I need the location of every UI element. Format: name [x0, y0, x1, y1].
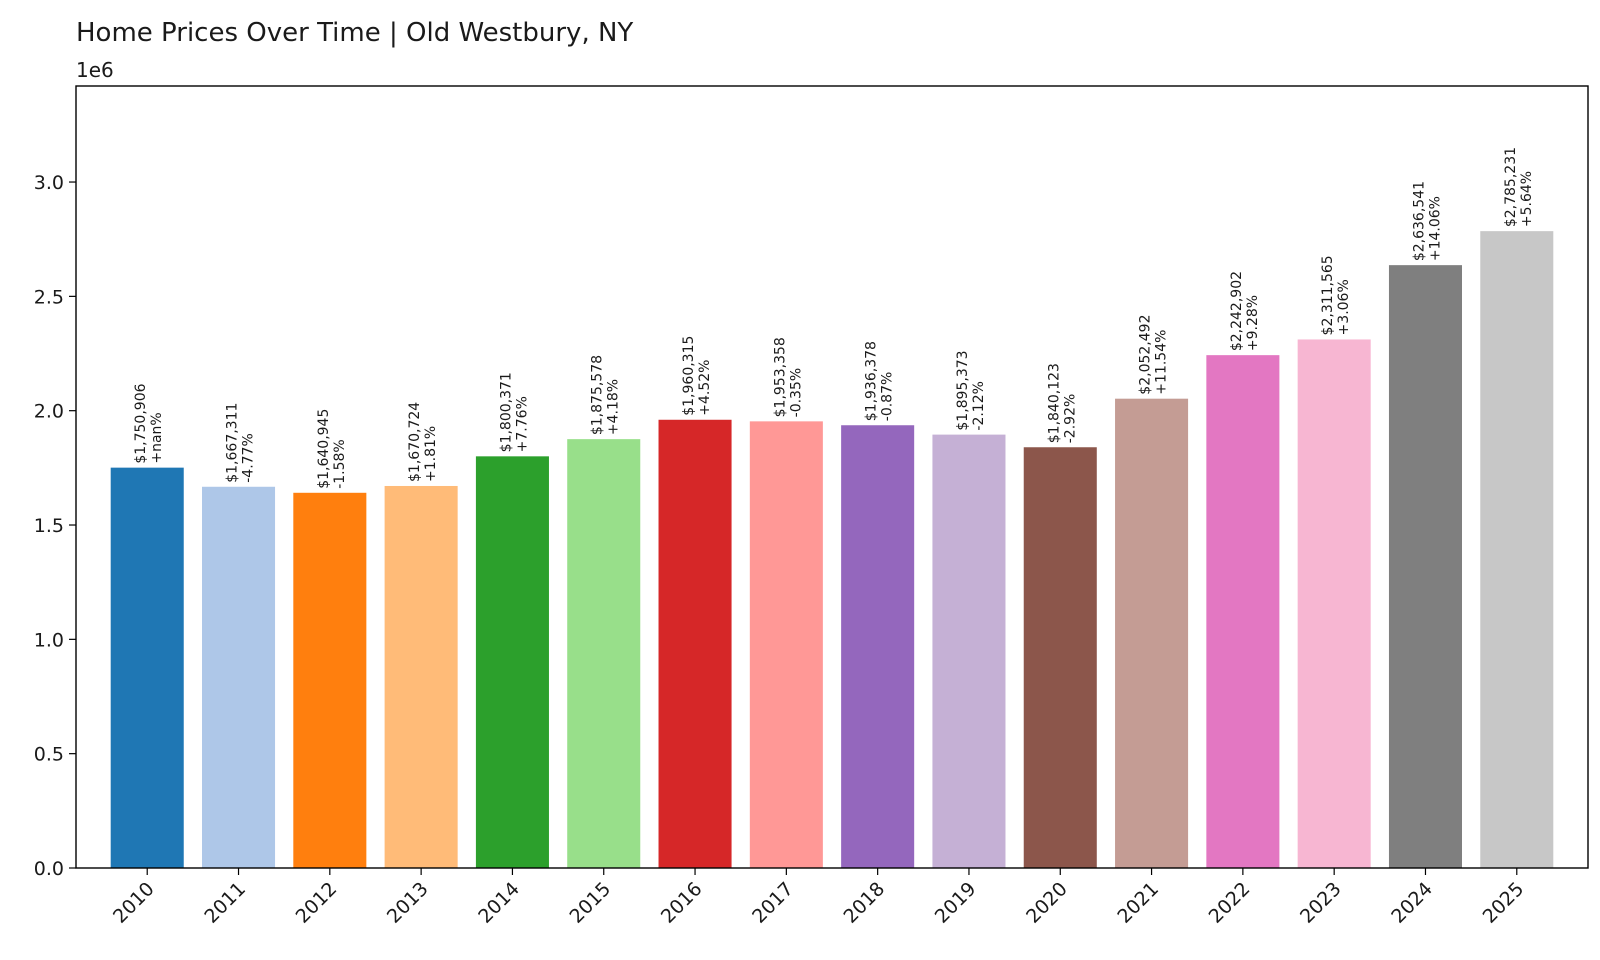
bar-price-label: $2,242,902 — [1229, 271, 1245, 351]
x-tick-label: 2013 — [383, 878, 433, 928]
bar-change-label: +14.06% — [1427, 196, 1443, 261]
x-tick-label: 2014 — [474, 878, 524, 928]
bar-2014 — [475, 456, 549, 868]
y-tick-label: 3.0 — [34, 172, 64, 194]
bar-price-label: $2,311,565 — [1320, 255, 1336, 335]
chart-title: Home Prices Over Time | Old Westbury, NY — [76, 18, 634, 48]
bar-2015 — [567, 439, 641, 868]
bar-2016 — [658, 419, 732, 868]
plot-area-frame — [75, 85, 1589, 869]
bar-price-label: $1,936,378 — [864, 341, 880, 421]
bar-price-label: $1,750,906 — [133, 383, 149, 463]
bar-price-label: $1,840,123 — [1046, 363, 1062, 443]
x-tick-label: 2023 — [1296, 878, 1346, 928]
x-tick-label: 2018 — [839, 878, 889, 928]
y-tick-label: 0.5 — [34, 744, 64, 766]
bar-2025 — [1480, 231, 1554, 869]
bar-price-label: $2,785,231 — [1503, 147, 1519, 227]
bar-change-label: +9.28% — [1245, 295, 1261, 351]
bar-2018 — [841, 425, 915, 868]
bar-change-label: -1.58% — [332, 439, 348, 489]
bar-change-label: +4.18% — [606, 379, 622, 435]
y-tick-label: 2.5 — [34, 286, 64, 308]
bar-2022 — [1206, 355, 1280, 869]
bar-price-label: $1,667,311 — [225, 403, 241, 483]
bar-change-label: +5.64% — [1519, 171, 1535, 227]
bar-2024 — [1388, 265, 1462, 868]
bar-price-label: $1,953,358 — [772, 337, 788, 417]
bar-change-label: -2.12% — [971, 381, 987, 431]
bar-price-label: $1,895,373 — [955, 350, 971, 430]
x-tick-label: 2025 — [1479, 878, 1529, 928]
x-tick-label: 2015 — [566, 878, 616, 928]
bar-change-label: +7.76% — [514, 396, 530, 452]
bar-change-label: -4.77% — [241, 433, 257, 483]
bar-2017 — [749, 421, 823, 868]
x-tick-label: 2012 — [292, 878, 342, 928]
bar-price-label: $2,052,492 — [1138, 315, 1154, 395]
bar-2010 — [110, 467, 184, 868]
bar-price-label: $2,636,541 — [1411, 181, 1427, 261]
bar-2019 — [932, 434, 1006, 868]
x-tick-label: 2020 — [1022, 878, 1072, 928]
bar-change-label: -2.92% — [1062, 394, 1078, 444]
bar-labels-group: $1,750,906 +nan% $1,667,311 -4.77% $1,640,94… — [133, 147, 1535, 489]
bar-price-label: $1,800,371 — [498, 372, 514, 452]
bar-price-label: $1,640,945 — [316, 409, 332, 489]
bar-change-label: -0.87% — [880, 372, 896, 422]
x-tick-label: 2016 — [657, 878, 707, 928]
y-tick-label: 1.0 — [34, 629, 64, 651]
y-tick-label: 1.5 — [34, 515, 64, 537]
x-tick-label: 2017 — [748, 878, 798, 928]
bar-change-label: +3.06% — [1336, 279, 1352, 335]
x-tick-label: 2019 — [931, 878, 981, 928]
bar-2011 — [202, 486, 276, 868]
x-tick-label: 2024 — [1387, 878, 1437, 928]
bar-change-label: +4.52% — [697, 360, 713, 416]
bar-2013 — [384, 485, 458, 868]
x-tick-label: 2021 — [1113, 878, 1163, 928]
x-tick-label: 2011 — [200, 878, 250, 928]
x-tick-label: 2022 — [1205, 878, 1255, 928]
bar-change-label: -0.35% — [788, 368, 804, 418]
y-tick-label: 2.0 — [34, 401, 64, 423]
bar-change-label: +11.54% — [1154, 330, 1170, 395]
bar-change-label: +nan% — [149, 412, 165, 463]
bar-price-label: $1,960,315 — [681, 336, 697, 416]
x-tick-label: 2010 — [109, 878, 159, 928]
bars-group — [110, 231, 1554, 869]
y-axis: 0.0 0.5 1.0 1.5 2.0 2.5 3.0 — [34, 172, 76, 880]
bar-change-label: +1.81% — [423, 426, 439, 482]
x-axis: 2010 2011 2012 2013 2014 2015 2016 2017 2018 2019… — [109, 868, 1528, 928]
bar-2021 — [1115, 398, 1189, 868]
bar-2023 — [1297, 339, 1371, 868]
bar-2012 — [293, 492, 367, 868]
bar-price-label: $1,670,724 — [407, 402, 423, 482]
y-axis-offset-label: 1e6 — [76, 58, 114, 82]
y-tick-label: 0.0 — [34, 858, 64, 880]
bar-price-label: $1,875,578 — [590, 355, 606, 435]
bar-2020 — [1023, 447, 1097, 868]
